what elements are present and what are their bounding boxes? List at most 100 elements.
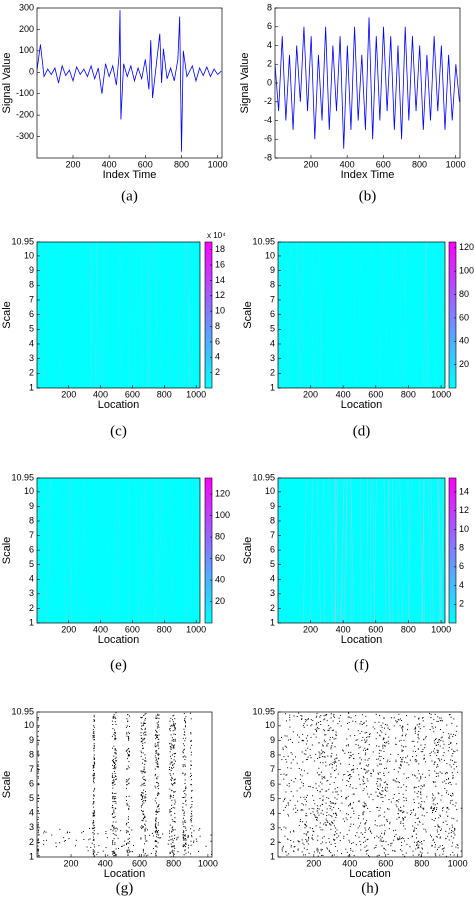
texture-dot (313, 831, 315, 833)
texture-dot (417, 718, 419, 720)
texture-dot (93, 774, 95, 776)
texture-dot (329, 841, 331, 843)
texture-dot (157, 734, 159, 736)
texture-dot (334, 839, 336, 841)
texture-dot (158, 834, 160, 836)
texture-dot (142, 747, 144, 749)
texture-dot (362, 805, 364, 807)
texture-dot (158, 721, 160, 723)
texture-dot (37, 829, 39, 831)
texture-dot (370, 773, 372, 775)
texture-dot (414, 745, 416, 747)
texture-dot (420, 751, 422, 753)
texture-dot (433, 782, 435, 784)
texture-dot (450, 835, 452, 837)
texture-dot (174, 738, 176, 740)
texture-dot (326, 815, 328, 817)
heatmap-streak (81, 242, 85, 388)
texture-dot (286, 854, 288, 856)
texture-dot (297, 849, 299, 851)
texture-dot (66, 831, 68, 833)
texture-dot (364, 827, 366, 829)
texture-dot (335, 768, 337, 770)
texture-dot (140, 728, 142, 730)
texture-dot (454, 834, 456, 836)
texture-dot (398, 839, 400, 841)
texture-dot (368, 828, 370, 830)
y-tick-label: 10 (24, 720, 34, 730)
texture-dot (445, 773, 447, 775)
texture-dot (92, 729, 94, 731)
texture-dot (405, 789, 407, 791)
texture-dot (417, 854, 419, 856)
texture-dot (184, 792, 186, 794)
texture-dot (322, 800, 324, 802)
texture-dot (397, 808, 399, 810)
texture-dot (190, 819, 192, 821)
texture-dot (320, 771, 322, 773)
texture-dot (286, 735, 288, 737)
texture-dot (396, 721, 398, 723)
texture-dot (157, 832, 159, 834)
texture-dot (306, 815, 308, 817)
texture-dot (128, 809, 130, 811)
texture-dot (298, 712, 300, 714)
texture-dot (300, 796, 302, 798)
texture-dot (182, 764, 184, 766)
texture-dot (112, 816, 114, 818)
texture-dot (362, 818, 364, 820)
texture-dot (88, 839, 90, 841)
y-tick-label: 3 (29, 588, 34, 598)
texture-dot (356, 768, 358, 770)
texture-dot (115, 752, 117, 754)
texture-dot (92, 798, 94, 800)
texture-dot (422, 773, 424, 775)
texture-dot (436, 848, 438, 850)
texture-dot (308, 837, 310, 839)
texture-dot (368, 856, 370, 857)
texture-dot (365, 805, 367, 807)
texture-dot (453, 718, 455, 720)
texture-dot (174, 791, 176, 793)
texture-dot (346, 851, 348, 853)
texture-dot (156, 809, 158, 811)
texture-dot (307, 747, 309, 749)
texture-dot (414, 728, 416, 730)
y-tick-label: 5 (270, 324, 275, 334)
texture-dot (93, 782, 95, 784)
texture-dot (423, 828, 425, 830)
texture-dot (389, 760, 391, 762)
texture-dot (298, 736, 300, 738)
texture-dot (425, 761, 427, 763)
texture-dot (431, 818, 433, 820)
texture-dot (93, 736, 95, 738)
texture-dot (184, 740, 186, 742)
texture-dot (126, 849, 128, 851)
texture-dot (302, 761, 304, 763)
texture-dot (359, 762, 361, 764)
texture-dot (425, 735, 427, 737)
texture-dot (362, 749, 364, 751)
texture-dot (157, 745, 159, 747)
heatmap-streak (329, 478, 334, 623)
heatmap-streak (427, 478, 431, 623)
texture-dot (156, 846, 158, 848)
texture-dot (452, 792, 454, 794)
texture-dot (290, 762, 292, 764)
texture-dot (304, 827, 306, 829)
texture-dot (387, 844, 389, 846)
heatmap-streak (437, 478, 442, 623)
texture-dot (334, 761, 336, 763)
texture-dot (128, 837, 130, 839)
texture-dot (173, 723, 175, 725)
texture-dot (443, 850, 445, 852)
texture-dot (177, 836, 179, 838)
texture-dot (452, 831, 454, 833)
texture-dot (342, 774, 344, 776)
texture-dot (420, 805, 422, 807)
texture-dot (398, 740, 400, 742)
texture-dot (350, 823, 352, 825)
texture-dot (93, 761, 95, 763)
texture-dot (182, 833, 184, 835)
texture-dot (350, 816, 352, 818)
